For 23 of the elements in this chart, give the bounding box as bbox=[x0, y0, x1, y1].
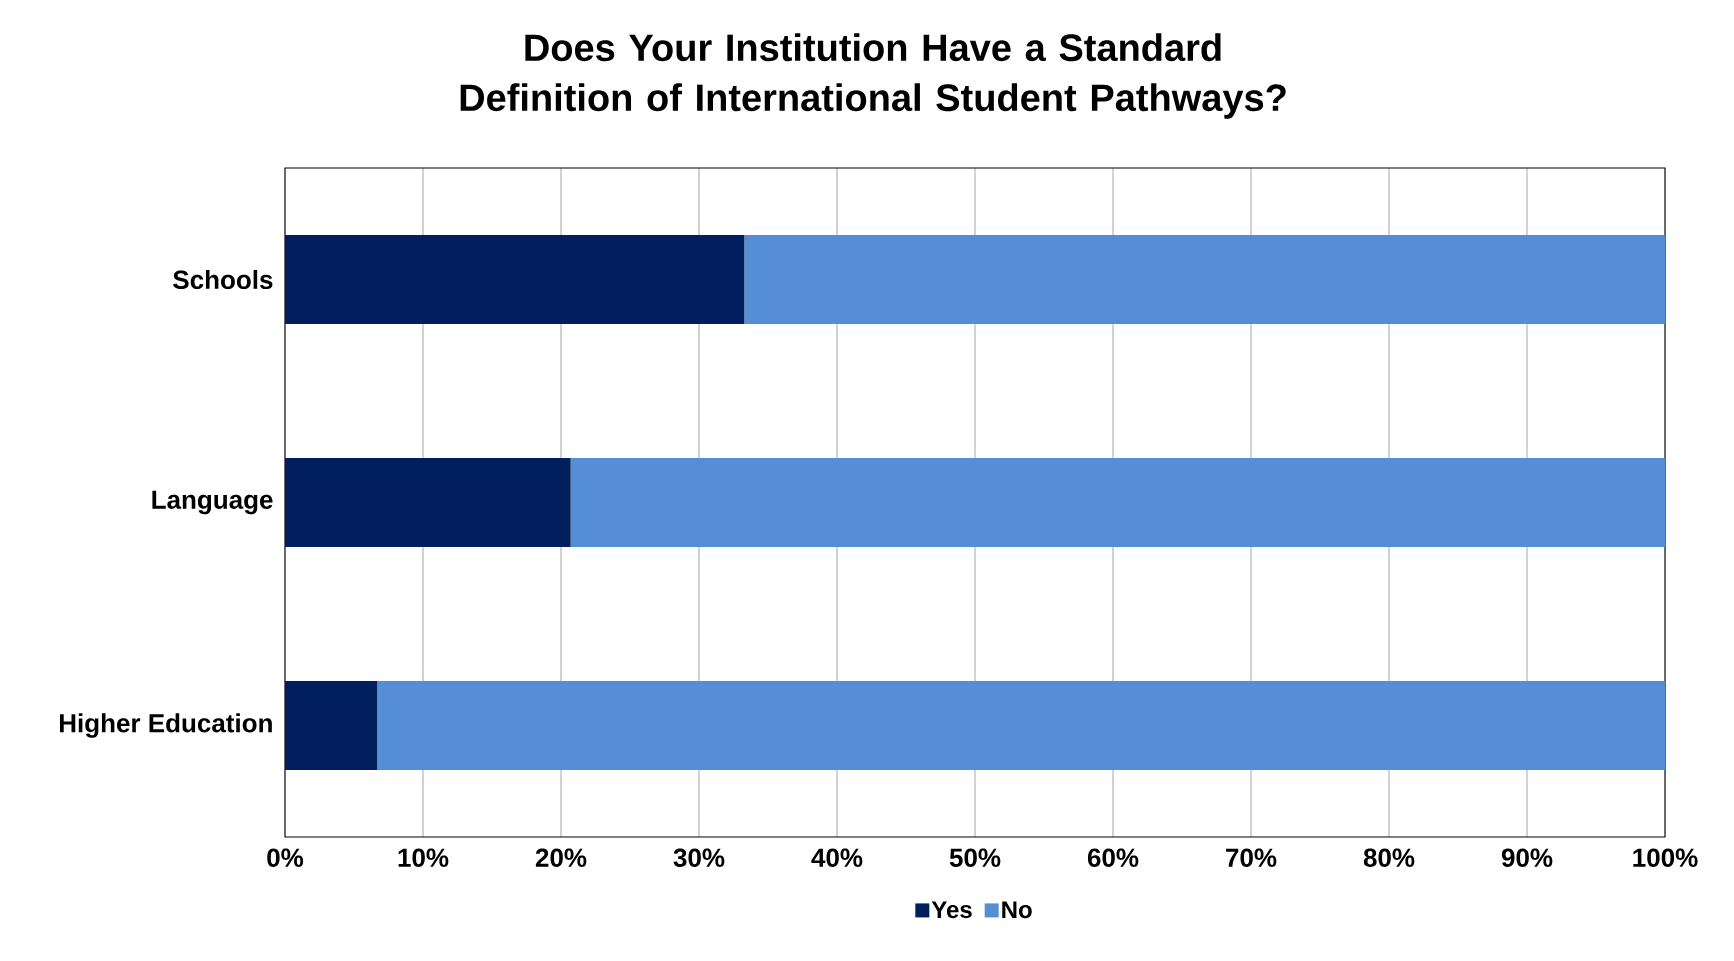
bar bbox=[744, 234, 1666, 324]
x-tick-label: 40% bbox=[811, 848, 863, 867]
bar bbox=[285, 458, 571, 547]
x-tick-label: 20% bbox=[535, 848, 587, 867]
x-tick-label: 80% bbox=[1363, 848, 1415, 867]
x-tick-label: 70% bbox=[1226, 848, 1277, 867]
legend-label: No bbox=[1002, 901, 1032, 919]
chart-title: Does Your Institution Have a Standard Definition of International Student Pathways? bbox=[460, 33, 1286, 119]
x-tick-label: 10% bbox=[398, 848, 449, 867]
bar bbox=[570, 458, 1666, 547]
x-tick-label: 90% bbox=[1501, 848, 1553, 867]
y-tick-label: Schools bbox=[173, 269, 273, 290]
y-tick-label: Language bbox=[152, 490, 273, 515]
x-tick-label: 100% bbox=[1633, 848, 1698, 867]
x-tick-label: 60% bbox=[1087, 848, 1139, 867]
x-tick-label: 50% bbox=[949, 848, 1001, 867]
y-tick-label: Higher Education bbox=[59, 713, 272, 738]
x-tick-label: 30% bbox=[673, 848, 725, 867]
bar bbox=[285, 681, 378, 770]
bar bbox=[285, 234, 745, 324]
legend-label: Yes bbox=[931, 901, 972, 919]
bar bbox=[377, 681, 1666, 770]
x-tick-label: 0% bbox=[267, 848, 304, 867]
